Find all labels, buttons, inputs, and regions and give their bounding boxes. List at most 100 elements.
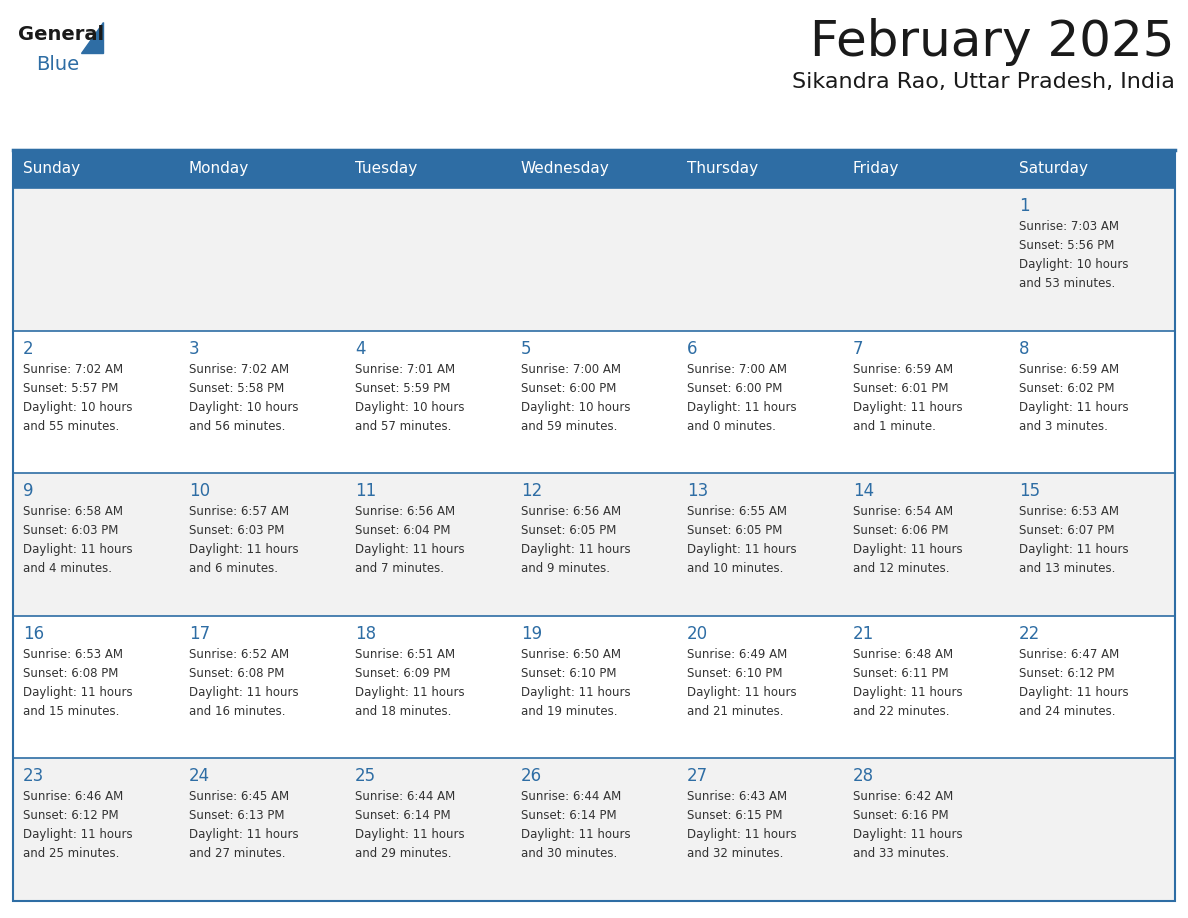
- Text: Sunrise: 6:45 AM: Sunrise: 6:45 AM: [189, 790, 289, 803]
- Text: 5: 5: [522, 340, 531, 358]
- Text: Daylight: 11 hours: Daylight: 11 hours: [189, 686, 298, 699]
- Text: Daylight: 11 hours: Daylight: 11 hours: [853, 543, 962, 556]
- Text: Sunrise: 6:48 AM: Sunrise: 6:48 AM: [853, 648, 953, 661]
- Text: 2: 2: [23, 340, 33, 358]
- Text: 12: 12: [522, 482, 542, 500]
- Text: Sunrise: 6:46 AM: Sunrise: 6:46 AM: [23, 790, 124, 803]
- Text: Sunset: 6:07 PM: Sunset: 6:07 PM: [1019, 524, 1114, 537]
- Text: Daylight: 11 hours: Daylight: 11 hours: [522, 828, 631, 842]
- Text: 24: 24: [189, 767, 210, 786]
- Text: Sunrise: 6:56 AM: Sunrise: 6:56 AM: [522, 505, 621, 518]
- Text: Daylight: 10 hours: Daylight: 10 hours: [189, 400, 298, 414]
- Text: Sunrise: 6:44 AM: Sunrise: 6:44 AM: [522, 790, 621, 803]
- Text: Daylight: 11 hours: Daylight: 11 hours: [687, 686, 797, 699]
- Bar: [13, 188, 1175, 330]
- Text: 21: 21: [853, 625, 874, 643]
- Text: 17: 17: [189, 625, 210, 643]
- Text: Sunrise: 7:02 AM: Sunrise: 7:02 AM: [189, 363, 289, 375]
- Text: 26: 26: [522, 767, 542, 786]
- Text: and 27 minutes.: and 27 minutes.: [189, 847, 285, 860]
- Text: and 22 minutes.: and 22 minutes.: [853, 705, 949, 718]
- Text: Wednesday: Wednesday: [522, 162, 609, 176]
- Text: and 29 minutes.: and 29 minutes.: [355, 847, 451, 860]
- Text: and 18 minutes.: and 18 minutes.: [355, 705, 451, 718]
- Text: Daylight: 11 hours: Daylight: 11 hours: [687, 543, 797, 556]
- Text: 25: 25: [355, 767, 377, 786]
- Text: Sunrise: 7:02 AM: Sunrise: 7:02 AM: [23, 363, 124, 375]
- Bar: [13, 758, 1175, 901]
- Bar: [13, 616, 1175, 758]
- Text: Daylight: 10 hours: Daylight: 10 hours: [23, 400, 133, 414]
- Text: and 3 minutes.: and 3 minutes.: [1019, 420, 1108, 432]
- Text: Daylight: 10 hours: Daylight: 10 hours: [355, 400, 465, 414]
- Text: 11: 11: [355, 482, 377, 500]
- Text: Daylight: 11 hours: Daylight: 11 hours: [23, 543, 133, 556]
- Text: and 0 minutes.: and 0 minutes.: [687, 420, 776, 432]
- Text: Sunrise: 6:51 AM: Sunrise: 6:51 AM: [355, 648, 455, 661]
- Text: 15: 15: [1019, 482, 1041, 500]
- Text: Daylight: 11 hours: Daylight: 11 hours: [355, 686, 465, 699]
- Text: and 53 minutes.: and 53 minutes.: [1019, 277, 1116, 290]
- Text: Sunday: Sunday: [23, 162, 80, 176]
- Text: Thursday: Thursday: [687, 162, 758, 176]
- Text: 16: 16: [23, 625, 44, 643]
- Text: 6: 6: [687, 340, 697, 358]
- Text: Sunrise: 6:55 AM: Sunrise: 6:55 AM: [687, 505, 786, 518]
- Text: Daylight: 11 hours: Daylight: 11 hours: [355, 543, 465, 556]
- Text: Sunset: 6:12 PM: Sunset: 6:12 PM: [1019, 666, 1114, 680]
- Text: Sunset: 6:02 PM: Sunset: 6:02 PM: [1019, 382, 1114, 395]
- Bar: [13, 330, 1175, 473]
- Text: and 19 minutes.: and 19 minutes.: [522, 705, 618, 718]
- Text: Sunrise: 6:47 AM: Sunrise: 6:47 AM: [1019, 648, 1119, 661]
- Text: Sunrise: 6:53 AM: Sunrise: 6:53 AM: [1019, 505, 1119, 518]
- Text: 13: 13: [687, 482, 708, 500]
- Text: Sunrise: 6:52 AM: Sunrise: 6:52 AM: [189, 648, 289, 661]
- Text: and 10 minutes.: and 10 minutes.: [687, 562, 783, 576]
- Text: 3: 3: [189, 340, 200, 358]
- Text: Sunset: 5:57 PM: Sunset: 5:57 PM: [23, 382, 119, 395]
- Text: 27: 27: [687, 767, 708, 786]
- Text: Blue: Blue: [36, 55, 80, 74]
- Text: Sunrise: 6:58 AM: Sunrise: 6:58 AM: [23, 505, 124, 518]
- Text: Daylight: 11 hours: Daylight: 11 hours: [1019, 543, 1129, 556]
- Text: Sunrise: 7:03 AM: Sunrise: 7:03 AM: [1019, 220, 1119, 233]
- Text: Daylight: 11 hours: Daylight: 11 hours: [23, 828, 133, 842]
- Text: Sunrise: 6:57 AM: Sunrise: 6:57 AM: [189, 505, 289, 518]
- Text: Daylight: 11 hours: Daylight: 11 hours: [189, 828, 298, 842]
- Text: 14: 14: [853, 482, 874, 500]
- Text: Daylight: 11 hours: Daylight: 11 hours: [1019, 400, 1129, 414]
- Text: Sunrise: 6:42 AM: Sunrise: 6:42 AM: [853, 790, 953, 803]
- Text: 9: 9: [23, 482, 33, 500]
- Text: Sunset: 6:05 PM: Sunset: 6:05 PM: [522, 524, 617, 537]
- Text: Sunset: 6:14 PM: Sunset: 6:14 PM: [522, 810, 617, 823]
- Text: Daylight: 11 hours: Daylight: 11 hours: [522, 543, 631, 556]
- Bar: [13, 150, 1175, 188]
- Text: Sunset: 6:06 PM: Sunset: 6:06 PM: [853, 524, 948, 537]
- Text: General: General: [18, 25, 105, 44]
- Text: and 13 minutes.: and 13 minutes.: [1019, 562, 1116, 576]
- Text: February 2025: February 2025: [810, 18, 1175, 66]
- Text: Sunset: 6:10 PM: Sunset: 6:10 PM: [687, 666, 783, 680]
- Text: Daylight: 11 hours: Daylight: 11 hours: [687, 828, 797, 842]
- Text: and 4 minutes.: and 4 minutes.: [23, 562, 112, 576]
- Text: Daylight: 11 hours: Daylight: 11 hours: [687, 400, 797, 414]
- Text: and 32 minutes.: and 32 minutes.: [687, 847, 783, 860]
- Text: Sunset: 6:04 PM: Sunset: 6:04 PM: [355, 524, 450, 537]
- Text: Sunrise: 6:53 AM: Sunrise: 6:53 AM: [23, 648, 124, 661]
- Text: and 12 minutes.: and 12 minutes.: [853, 562, 949, 576]
- Text: Daylight: 10 hours: Daylight: 10 hours: [522, 400, 631, 414]
- Text: 1: 1: [1019, 197, 1030, 215]
- Text: and 6 minutes.: and 6 minutes.: [189, 562, 278, 576]
- Text: Monday: Monday: [189, 162, 249, 176]
- Text: Daylight: 11 hours: Daylight: 11 hours: [522, 686, 631, 699]
- Text: 18: 18: [355, 625, 377, 643]
- Text: Sikandra Rao, Uttar Pradesh, India: Sikandra Rao, Uttar Pradesh, India: [792, 72, 1175, 92]
- Text: Sunset: 6:09 PM: Sunset: 6:09 PM: [355, 666, 450, 680]
- Text: Sunrise: 6:59 AM: Sunrise: 6:59 AM: [853, 363, 953, 375]
- Bar: [13, 150, 1175, 901]
- Text: and 24 minutes.: and 24 minutes.: [1019, 705, 1116, 718]
- Text: Sunset: 6:08 PM: Sunset: 6:08 PM: [23, 666, 119, 680]
- Text: Saturday: Saturday: [1019, 162, 1088, 176]
- Text: Sunset: 5:56 PM: Sunset: 5:56 PM: [1019, 239, 1114, 252]
- Text: Sunrise: 6:59 AM: Sunrise: 6:59 AM: [1019, 363, 1119, 375]
